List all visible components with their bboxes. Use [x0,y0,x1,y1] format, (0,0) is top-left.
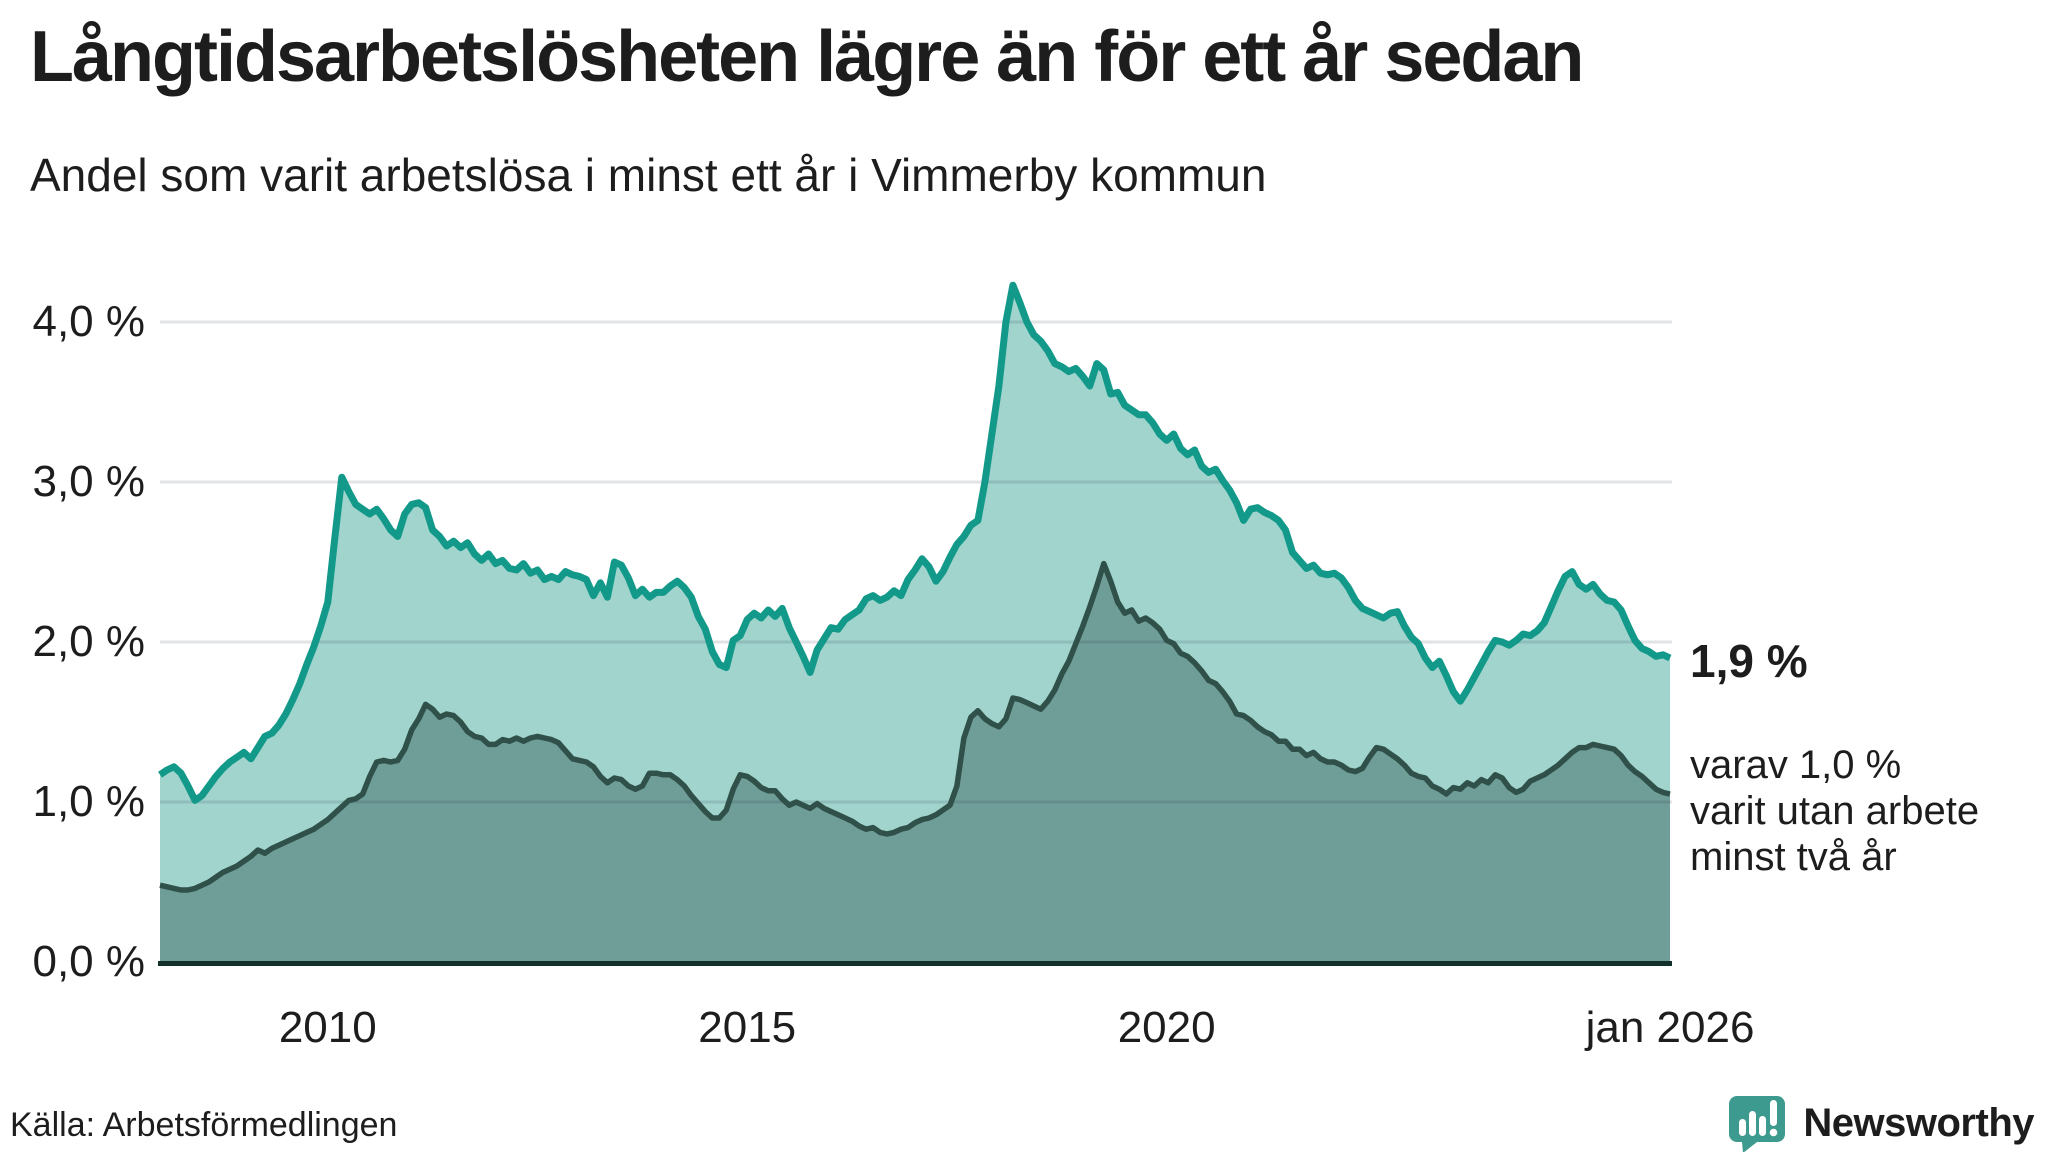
y-tick-label: 0,0 % [32,937,145,986]
annotation-line: varav 1,0 % [1690,743,1902,787]
x-tick-label: 2010 [278,1003,377,1052]
page-title: Långtidsarbetslösheten lägre än för ett … [30,17,1584,97]
latest-value-annotation: 1,9 % [1690,635,1808,687]
newsworthy-logo: Newsworthy [1727,1092,2034,1152]
source-caption: Källa: Arbetsförmedlingen [10,1106,398,1144]
annotation-line: varit utan arbete [1690,789,1980,833]
series-line-1 [159,560,1671,893]
secondary-series-annotation: varav 1,0 % varit utan arbete minst två … [1690,742,1979,880]
y-tick-label: 4,0 % [32,297,145,346]
newsworthy-chart-bubble-icon [1729,1096,1786,1152]
x-tick-label: 2015 [698,1003,797,1052]
y-tick-label: 1,0 % [32,777,145,826]
y-tick-label: 2,0 % [32,617,145,666]
series-line-0 [158,281,1672,804]
y-tick-label: 3,0 % [32,457,145,506]
annotation-line: minst två år [1690,835,1897,879]
newsworthy-wordmark: Newsworthy [1803,1100,2034,1145]
series-area-1 [160,563,1670,962]
chart-subtitle: Andel som varit arbetslösa i minst ett å… [30,149,1267,201]
x-tick-label: 2020 [1117,1003,1216,1052]
x-tick-label: jan 2026 [1585,1003,1755,1052]
